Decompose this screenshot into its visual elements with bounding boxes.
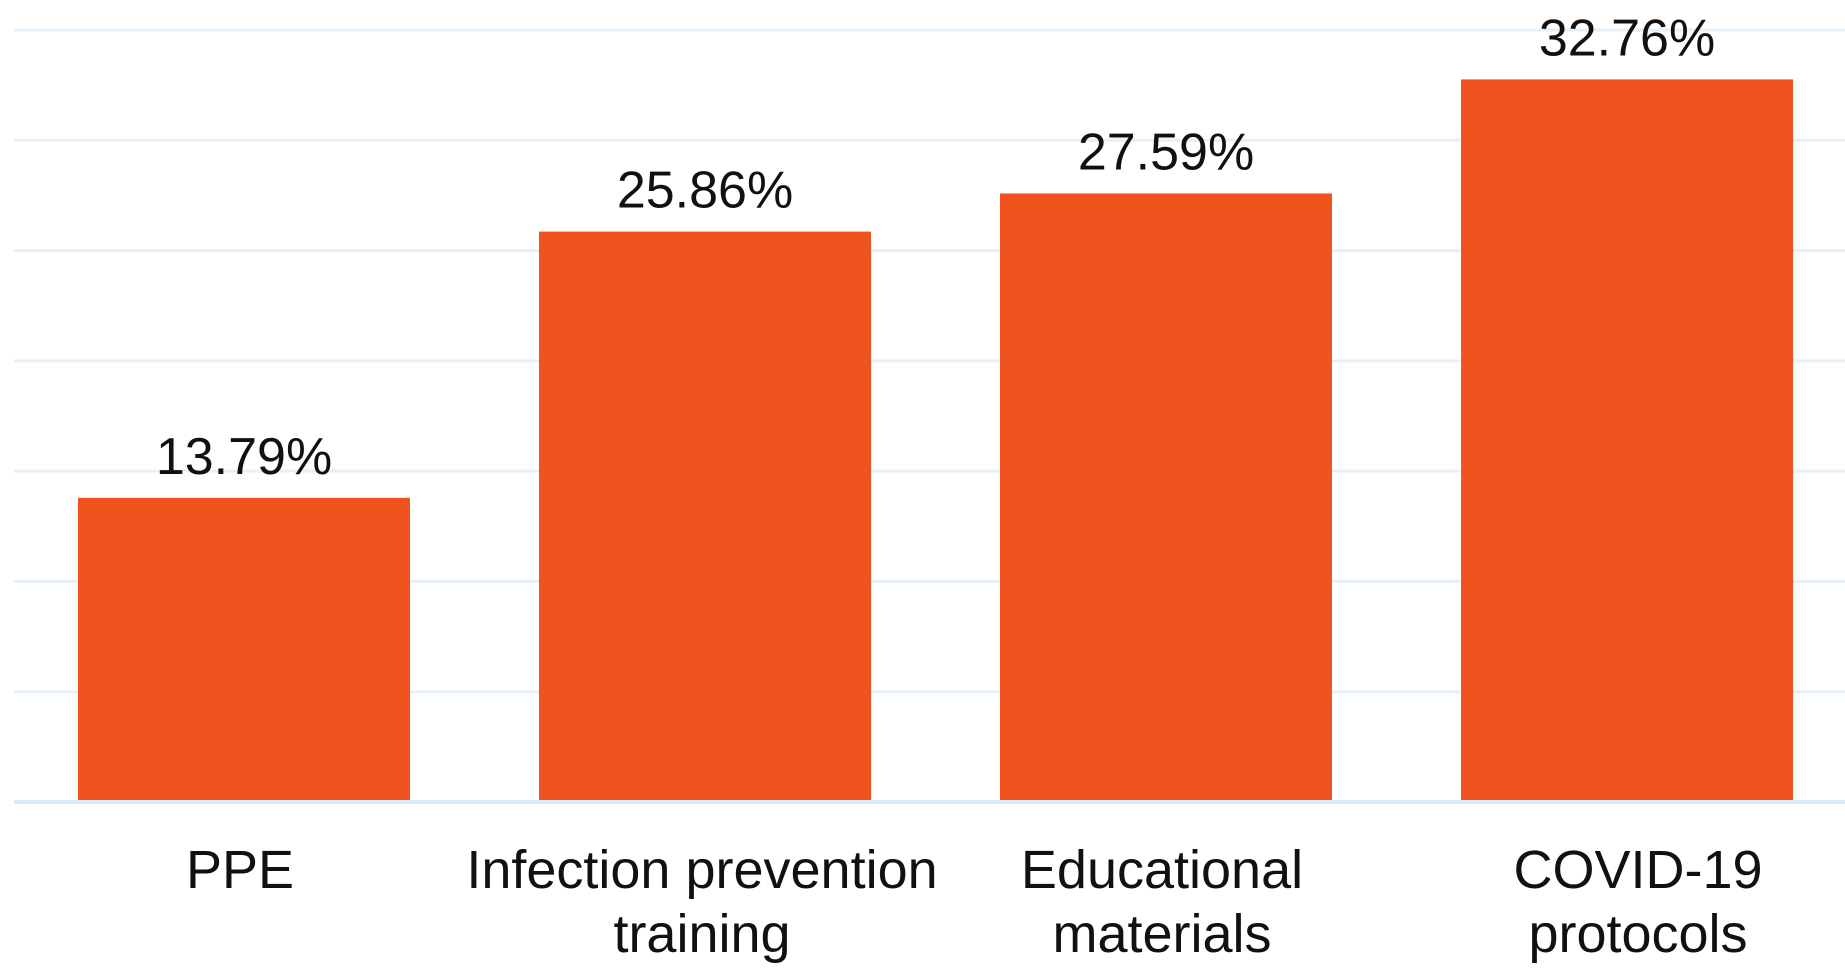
x-tick-labels: PPE Infection prevention training Education… [186,840,1763,964]
x-tick-label-line: Infection prevention [466,840,937,900]
x-tick-label: PPE [186,840,294,900]
data-label: 27.59% [1078,123,1254,181]
data-label: 32.76% [1539,9,1715,67]
x-tick-label-line: training [613,904,790,964]
bars [78,79,1793,803]
x-tick-label-line: protocols [1528,904,1747,964]
data-labels: 13.79% 25.86% 27.59% 32.76% [156,9,1715,485]
x-tick-label: COVID-19 protocols [1513,840,1762,964]
bar [1000,193,1332,803]
bar [539,231,871,802]
x-tick-label-line: COVID-19 [1513,840,1762,900]
x-tick-label-line: materials [1052,904,1271,964]
bar [1461,79,1793,802]
x-tick-label: Infection prevention training [466,840,937,964]
x-tick-label: Educational materials [1021,840,1303,964]
data-label: 13.79% [156,428,332,486]
bar [78,497,410,802]
data-label: 25.86% [617,162,793,220]
x-tick-label-line: Educational [1021,840,1303,900]
x-tick-label-line: PPE [186,840,294,900]
